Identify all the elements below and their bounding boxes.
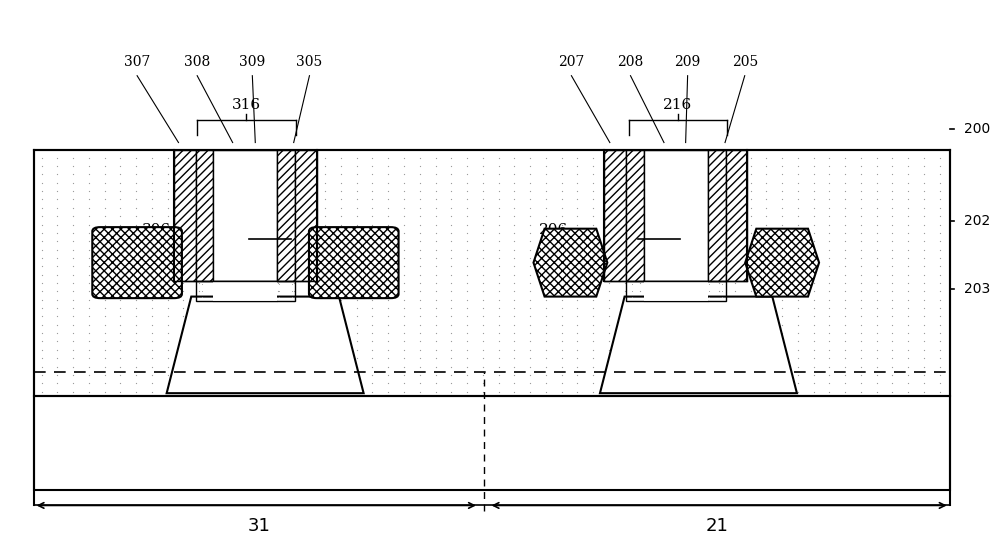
FancyBboxPatch shape xyxy=(309,227,399,298)
Polygon shape xyxy=(726,150,747,281)
Text: 316: 316 xyxy=(232,98,261,112)
Text: 209: 209 xyxy=(674,55,701,69)
Text: 216: 216 xyxy=(663,98,692,112)
Polygon shape xyxy=(604,150,626,281)
Bar xyxy=(34,396,950,490)
Text: 307: 307 xyxy=(124,55,150,69)
Text: 306: 306 xyxy=(142,222,171,236)
Polygon shape xyxy=(745,229,819,296)
Text: 202: 202 xyxy=(964,214,991,228)
Polygon shape xyxy=(644,150,708,281)
Text: 308: 308 xyxy=(184,55,210,69)
Text: 200: 200 xyxy=(964,122,991,136)
Text: 31: 31 xyxy=(247,517,270,535)
Bar xyxy=(34,150,950,396)
Polygon shape xyxy=(708,150,726,281)
Polygon shape xyxy=(277,150,295,281)
Text: 203: 203 xyxy=(964,282,991,296)
Polygon shape xyxy=(174,150,196,281)
Text: 201: 201 xyxy=(644,222,674,236)
Polygon shape xyxy=(626,150,644,281)
Polygon shape xyxy=(600,296,797,393)
Text: 305: 305 xyxy=(296,55,323,69)
Polygon shape xyxy=(213,150,277,281)
Text: 301: 301 xyxy=(255,222,285,236)
Text: 205: 205 xyxy=(732,55,758,69)
Text: 206: 206 xyxy=(539,222,568,236)
Text: 21: 21 xyxy=(705,517,728,535)
Polygon shape xyxy=(167,296,364,393)
Text: 309: 309 xyxy=(239,55,265,69)
FancyBboxPatch shape xyxy=(92,227,182,298)
Polygon shape xyxy=(213,281,277,301)
Polygon shape xyxy=(644,281,708,301)
Polygon shape xyxy=(533,229,607,296)
Text: 207: 207 xyxy=(558,55,585,69)
Text: 208: 208 xyxy=(617,55,644,69)
Polygon shape xyxy=(295,150,317,281)
Polygon shape xyxy=(196,150,213,281)
